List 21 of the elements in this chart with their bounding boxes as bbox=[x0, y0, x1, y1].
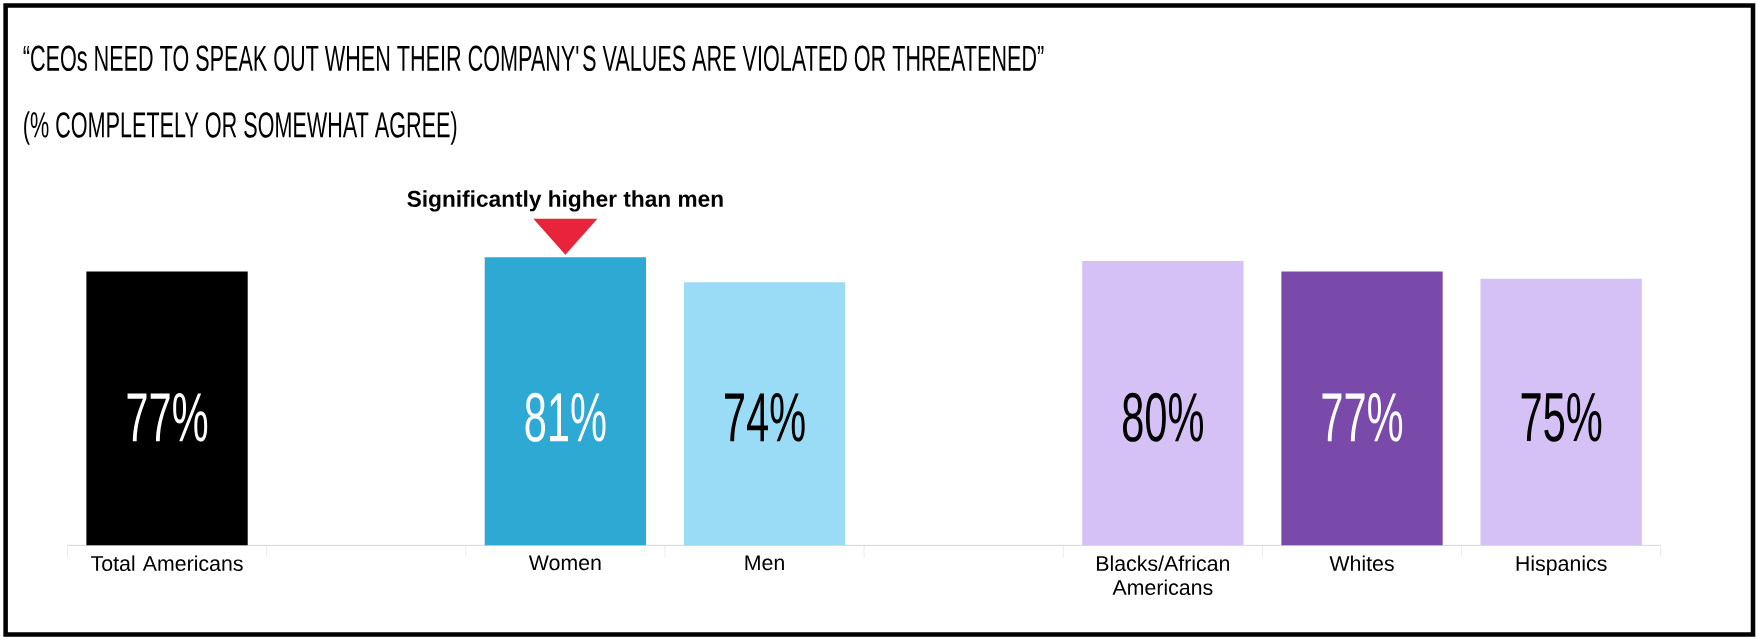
x-tick-label: Total Americans bbox=[91, 555, 243, 572]
data-label: 80% bbox=[1123, 392, 1203, 442]
chart-subtitle: (% COMPLETELY OR SOMEWHAT AGREE) bbox=[24, 111, 457, 145]
annotation: Significantly higher than men bbox=[407, 190, 723, 212]
data-label: 77% bbox=[1322, 393, 1403, 442]
x-tick-label: Hispanics bbox=[1516, 555, 1607, 576]
bar bbox=[683, 282, 846, 546]
x-tick-label: Men bbox=[745, 555, 784, 571]
x-tick-label: Blacks/African Americans bbox=[1097, 555, 1230, 596]
data-label: 77% bbox=[127, 393, 208, 442]
bar bbox=[1082, 260, 1244, 546]
chart-title: “CEOs NEED TO SPEAK OUT WHEN THEIR COMPANY'S VALUES ARE VIOLATED OR THREATENED” bbox=[23, 45, 1044, 72]
bar bbox=[484, 257, 647, 546]
x-tick-label: Whites bbox=[1329, 555, 1394, 572]
data-label: 75% bbox=[1521, 392, 1602, 442]
data-label: 74% bbox=[725, 393, 805, 442]
bar bbox=[1281, 271, 1443, 546]
x-tick-label: Women bbox=[528, 555, 601, 571]
data-label: 81% bbox=[525, 392, 606, 442]
bar bbox=[86, 271, 248, 546]
bar bbox=[1480, 278, 1642, 546]
